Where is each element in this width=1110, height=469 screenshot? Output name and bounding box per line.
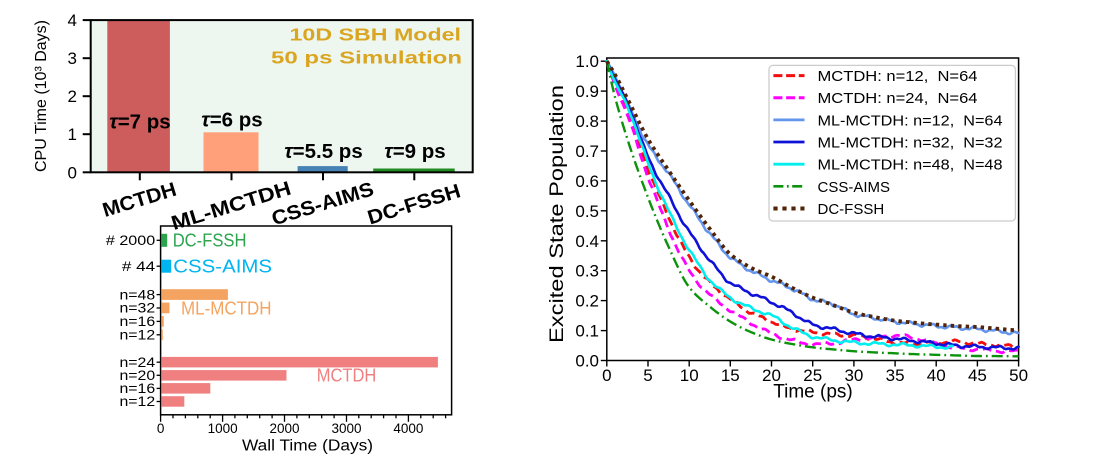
svg-text:n=12: n=12 bbox=[120, 394, 156, 409]
svg-text:ML-MCTDH: n=12, N=64: ML-MCTDH: n=12, N=64 bbox=[818, 112, 1003, 129]
svg-text:n=20: n=20 bbox=[120, 368, 156, 383]
svg-text:τ=5.5 ps: τ=5.5 ps bbox=[284, 140, 362, 163]
svg-text:ML-MCTDH: ML-MCTDH bbox=[181, 299, 272, 319]
svg-text:20: 20 bbox=[762, 366, 781, 385]
svg-text:n=16: n=16 bbox=[120, 381, 156, 396]
svg-text:0.7: 0.7 bbox=[575, 142, 599, 161]
svg-text:n=12: n=12 bbox=[120, 328, 156, 343]
svg-text:ML-MCTDH: n=32, N=32: ML-MCTDH: n=32, N=32 bbox=[818, 135, 1003, 152]
svg-text:5: 5 bbox=[643, 366, 652, 385]
svg-text:τ=7 ps: τ=7 ps bbox=[109, 111, 170, 134]
svg-text:0: 0 bbox=[157, 421, 165, 436]
svg-text:25: 25 bbox=[803, 366, 822, 385]
svg-text:CSS-AIMS: CSS-AIMS bbox=[818, 179, 891, 196]
svg-text:15: 15 bbox=[721, 366, 740, 385]
svg-text:10: 10 bbox=[680, 366, 699, 385]
svg-text:2: 2 bbox=[68, 87, 77, 106]
svg-text:MCTDH: n=12, N=64: MCTDH: n=12, N=64 bbox=[818, 68, 978, 85]
svg-text:n=32: n=32 bbox=[120, 301, 156, 316]
svg-text:ML-MCTDH: n=48, N=48: ML-MCTDH: n=48, N=48 bbox=[818, 157, 1003, 174]
svg-text:MCTDH: MCTDH bbox=[317, 365, 377, 385]
svg-text:0.1: 0.1 bbox=[575, 322, 599, 341]
svg-text:1000: 1000 bbox=[208, 421, 238, 436]
svg-text:0.4: 0.4 bbox=[575, 232, 599, 251]
svg-text:4: 4 bbox=[68, 11, 77, 30]
svg-text:50 ps Simulation: 50 ps Simulation bbox=[271, 48, 462, 68]
svg-text:# 2000: # 2000 bbox=[106, 233, 155, 248]
svg-text:0.6: 0.6 bbox=[575, 172, 599, 191]
svg-text:Excited State Population: Excited State Population bbox=[547, 85, 568, 343]
svg-text:0.3: 0.3 bbox=[575, 262, 599, 281]
svg-text:τ=6 ps: τ=6 ps bbox=[201, 109, 262, 132]
svg-text:Wall Time (Days): Wall Time (Days) bbox=[242, 438, 373, 455]
svg-text:τ=9 ps: τ=9 ps bbox=[384, 140, 445, 163]
svg-text:# 44: # 44 bbox=[122, 259, 156, 274]
svg-text:DC-FSSH: DC-FSSH bbox=[818, 201, 885, 218]
svg-text:0: 0 bbox=[602, 366, 611, 385]
svg-text:CSS-AIMS: CSS-AIMS bbox=[173, 257, 272, 277]
svg-text:n=24: n=24 bbox=[120, 355, 156, 370]
svg-text:Time (ps): Time (ps) bbox=[773, 382, 853, 403]
svg-text:0: 0 bbox=[68, 163, 77, 182]
svg-text:1.0: 1.0 bbox=[575, 52, 599, 71]
svg-text:40: 40 bbox=[927, 366, 946, 385]
svg-text:MCTDH: n=24, N=64: MCTDH: n=24, N=64 bbox=[818, 90, 978, 107]
svg-text:DC-FSSH: DC-FSSH bbox=[173, 231, 247, 251]
svg-text:45: 45 bbox=[968, 366, 987, 385]
svg-text:3000: 3000 bbox=[331, 421, 361, 436]
svg-text:35: 35 bbox=[886, 366, 905, 385]
svg-text:0.0: 0.0 bbox=[575, 352, 599, 371]
svg-text:50: 50 bbox=[1009, 366, 1028, 385]
svg-text:CPU Time (10³ Days): CPU Time (10³ Days) bbox=[33, 20, 50, 172]
svg-text:0.8: 0.8 bbox=[575, 112, 599, 131]
svg-text:0.9: 0.9 bbox=[575, 82, 599, 101]
svg-text:n=48: n=48 bbox=[120, 287, 156, 302]
svg-text:4000: 4000 bbox=[393, 421, 423, 436]
svg-text:0.5: 0.5 bbox=[575, 202, 599, 221]
svg-text:3: 3 bbox=[68, 49, 77, 68]
svg-text:0.2: 0.2 bbox=[575, 292, 599, 311]
svg-text:30: 30 bbox=[844, 366, 863, 385]
svg-text:1: 1 bbox=[68, 125, 77, 144]
svg-text:2000: 2000 bbox=[269, 421, 299, 436]
svg-text:n=16: n=16 bbox=[120, 314, 156, 329]
svg-text:10D SBH Model: 10D SBH Model bbox=[290, 25, 462, 45]
